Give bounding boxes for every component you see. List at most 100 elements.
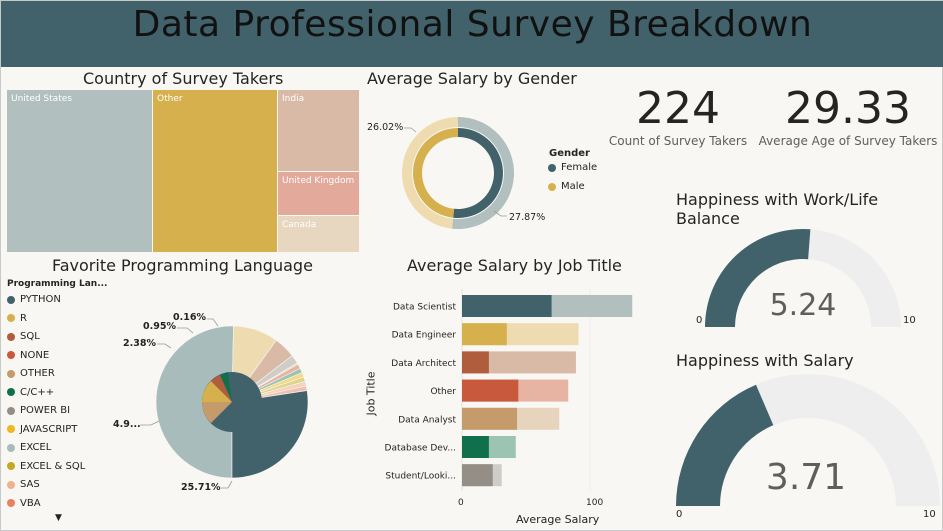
gender-donut-chart[interactable]: [396, 111, 520, 235]
legend-label: C/C++: [20, 386, 55, 398]
kpi-count-label: Count of Survey Takers: [608, 134, 748, 148]
legend-label: NONE: [20, 349, 50, 361]
donut-inner-male: [413, 128, 458, 218]
legend-dot: [7, 499, 15, 507]
treemap-label: United States: [11, 94, 72, 104]
treemap-cell-canada[interactable]: Canada: [278, 216, 359, 252]
language-label-4: 25.71%: [181, 482, 221, 493]
gauge-work-life[interactable]: [705, 228, 901, 329]
language-legend-title: Programming Lan...: [7, 279, 108, 289]
gender-chart-title: Average Salary by Gender: [367, 69, 577, 88]
language-legend-item[interactable]: R: [7, 313, 27, 324]
gender-legend-title: Gender: [549, 148, 590, 159]
legend-dot: [7, 351, 15, 359]
legend-dot: [7, 388, 15, 396]
language-chart-title: Favorite Programming Language: [52, 256, 313, 275]
job-category-label: Student/Looki...: [385, 472, 456, 482]
gauge-work-title-line2: Balance: [676, 209, 740, 228]
treemap-cell-united-states[interactable]: United States: [7, 90, 152, 252]
language-legend-item[interactable]: JAVASCRIPT: [7, 424, 77, 435]
language-label-1: 0.95%: [143, 321, 176, 332]
job-bar-highlight: [462, 436, 489, 458]
language-legend-item[interactable]: NONE: [7, 350, 49, 361]
treemap-cell-india[interactable]: India: [278, 90, 359, 171]
legend-label: R: [20, 312, 27, 324]
legend-label: SQL: [20, 331, 40, 342]
job-bar-highlight: [462, 323, 507, 346]
legend-label: Male: [561, 181, 585, 192]
treemap-cell-united-kingdom[interactable]: United Kingdom: [278, 172, 359, 215]
job-x-tick-100: 100: [586, 498, 604, 508]
job-bar-total: [462, 351, 576, 374]
report-header: Data Professional Survey Breakdown: [1, 1, 943, 67]
treemap-label: India: [282, 94, 305, 104]
legend-label: PYTHON: [20, 294, 61, 305]
gender-legend-female[interactable]: Female: [548, 162, 597, 173]
language-legend-item[interactable]: POWER BI: [7, 405, 70, 416]
job-bar-highlight: [462, 295, 552, 317]
pie-inner-other: [202, 402, 232, 423]
donut-outer-female: [451, 117, 514, 229]
legend-label: Female: [561, 162, 598, 173]
legend-label: SAS: [20, 479, 40, 490]
gender-legend-male[interactable]: Male: [548, 181, 585, 192]
legend-dot: [7, 314, 15, 322]
language-label-2: 2.38%: [123, 338, 156, 349]
job-category-label: Data Engineer: [392, 331, 457, 341]
donut-inner-female: [453, 128, 503, 218]
legend-label: EXCEL & SQL: [20, 460, 86, 472]
legend-dot: [7, 332, 15, 341]
pie-slice-excel: [155, 325, 234, 479]
legend-dot: [7, 443, 15, 452]
legend-label: OTHER: [20, 368, 55, 379]
gauge-salary[interactable]: [676, 374, 940, 506]
language-legend-item[interactable]: EXCEL & SQL: [7, 461, 85, 472]
pie-inner-sql: [211, 375, 232, 402]
legend-label: POWER BI: [20, 405, 71, 416]
treemap-label: Canada: [282, 220, 317, 230]
job-bar-highlight: [462, 351, 489, 374]
legend-dot: [7, 295, 15, 304]
language-legend-item[interactable]: SQL: [7, 331, 40, 342]
gauge-fill: [676, 384, 774, 506]
language-pie-chart[interactable]: [155, 325, 309, 479]
job-category-label: Database Dev...: [385, 444, 456, 454]
kpi-age-label: Average Age of Survey Takers: [758, 134, 938, 148]
treemap-label: United Kingdom: [282, 176, 355, 186]
gender-label-male: 26.02%: [367, 122, 404, 133]
legend-label: JAVASCRIPT: [20, 423, 78, 435]
job-bar-highlight: [462, 464, 493, 487]
treemap-cell-other[interactable]: Other: [153, 90, 277, 252]
page-title: Data Professional Survey Breakdown: [132, 4, 813, 45]
job-bar-highlight: [462, 407, 518, 430]
legend-label: VBA: [20, 497, 41, 509]
language-legend-item[interactable]: VBA: [7, 498, 41, 509]
gauge-work-max: 10: [903, 315, 916, 326]
legend-dot: [7, 369, 15, 378]
pie-inner-r: [202, 381, 232, 402]
language-label-3: 4.9...: [113, 419, 141, 430]
treemap-label: Other: [157, 94, 183, 104]
job-chart-title: Average Salary by Job Title: [407, 256, 622, 275]
legend-scroll-down-icon[interactable]: ▼: [55, 513, 62, 523]
donut-outer-male: [401, 117, 458, 229]
language-legend-item[interactable]: PYTHON: [7, 294, 61, 305]
gauge-salary-value: 3.71: [765, 457, 847, 498]
job-x-tick-0: 0: [458, 498, 464, 508]
language-label-0: 0.16%: [173, 312, 206, 323]
language-legend-item[interactable]: SAS: [7, 479, 40, 490]
gauge-fill: [705, 228, 811, 327]
legend-label: EXCEL: [20, 442, 52, 453]
legend-dot: [548, 182, 556, 191]
language-legend-item[interactable]: EXCEL: [7, 442, 51, 453]
legend-dot: [7, 425, 15, 433]
job-bar-highlight: [462, 379, 519, 402]
language-legend-item[interactable]: C/C++: [7, 387, 54, 398]
legend-dot: [7, 480, 15, 489]
job-x-axis-label: Average Salary: [516, 513, 600, 526]
legend-dot: [7, 462, 15, 470]
language-legend-item[interactable]: OTHER: [7, 368, 55, 379]
